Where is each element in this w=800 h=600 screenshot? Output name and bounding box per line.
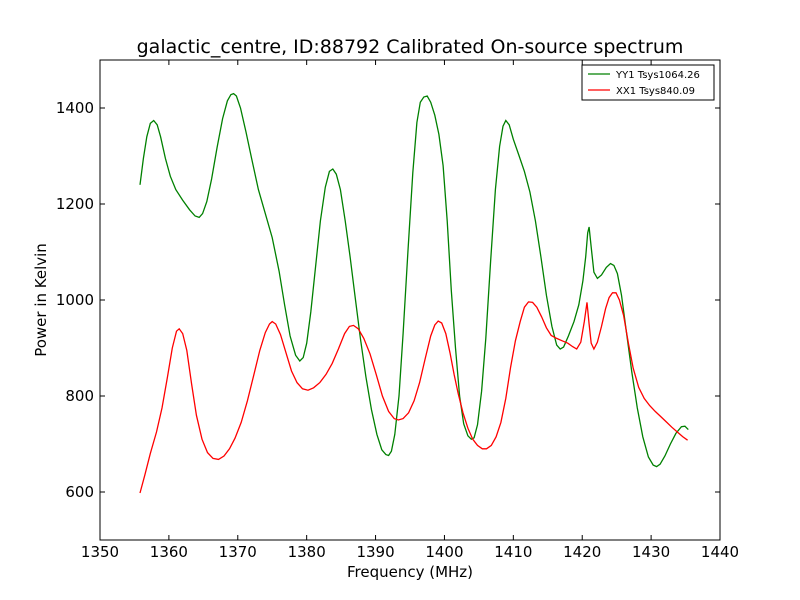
y-tick-label: 1200: [56, 195, 94, 213]
y-tick-label: 1400: [56, 99, 94, 117]
chart-title: galactic_centre, ID:88792 Calibrated On-…: [137, 36, 684, 58]
x-tick-label: 1400: [425, 543, 463, 561]
series-line-2: [139, 292, 688, 494]
x-tick-label: 1390: [356, 543, 394, 561]
legend-box: [581, 64, 715, 101]
x-tick-label: 1380: [288, 543, 326, 561]
x-tick-label: 1410: [494, 543, 532, 561]
axes-layer: 1350 1360 1370 1380 1390 1400 1410 1420 1430 1440…: [56, 59, 739, 561]
series-line-1: [139, 92, 689, 468]
x-tick-label: 1360: [150, 543, 188, 561]
legend-label-1: YY1 Tsys1064.26: [615, 70, 700, 81]
x-axis-label: Frequency (MHz): [347, 563, 473, 581]
x-tick-label: 1420: [563, 543, 601, 561]
x-tick-label: 1440: [701, 543, 739, 561]
y-tick-label: 800: [65, 387, 94, 405]
x-tick-label: 1430: [632, 543, 670, 561]
x-tick-label: 1350: [81, 543, 119, 561]
y-tick-label: 1000: [56, 291, 94, 309]
legend: YY1 Tsys1064.26 XX1 Tsys840.09: [581, 64, 715, 101]
legend-label-2: XX1 Tsys840.09: [616, 86, 695, 97]
series-layer: [139, 92, 689, 494]
y-tick-label: 600: [65, 483, 94, 501]
x-tick-label: 1370: [219, 543, 257, 561]
y-axis-label: Power in Kelvin: [32, 243, 50, 357]
